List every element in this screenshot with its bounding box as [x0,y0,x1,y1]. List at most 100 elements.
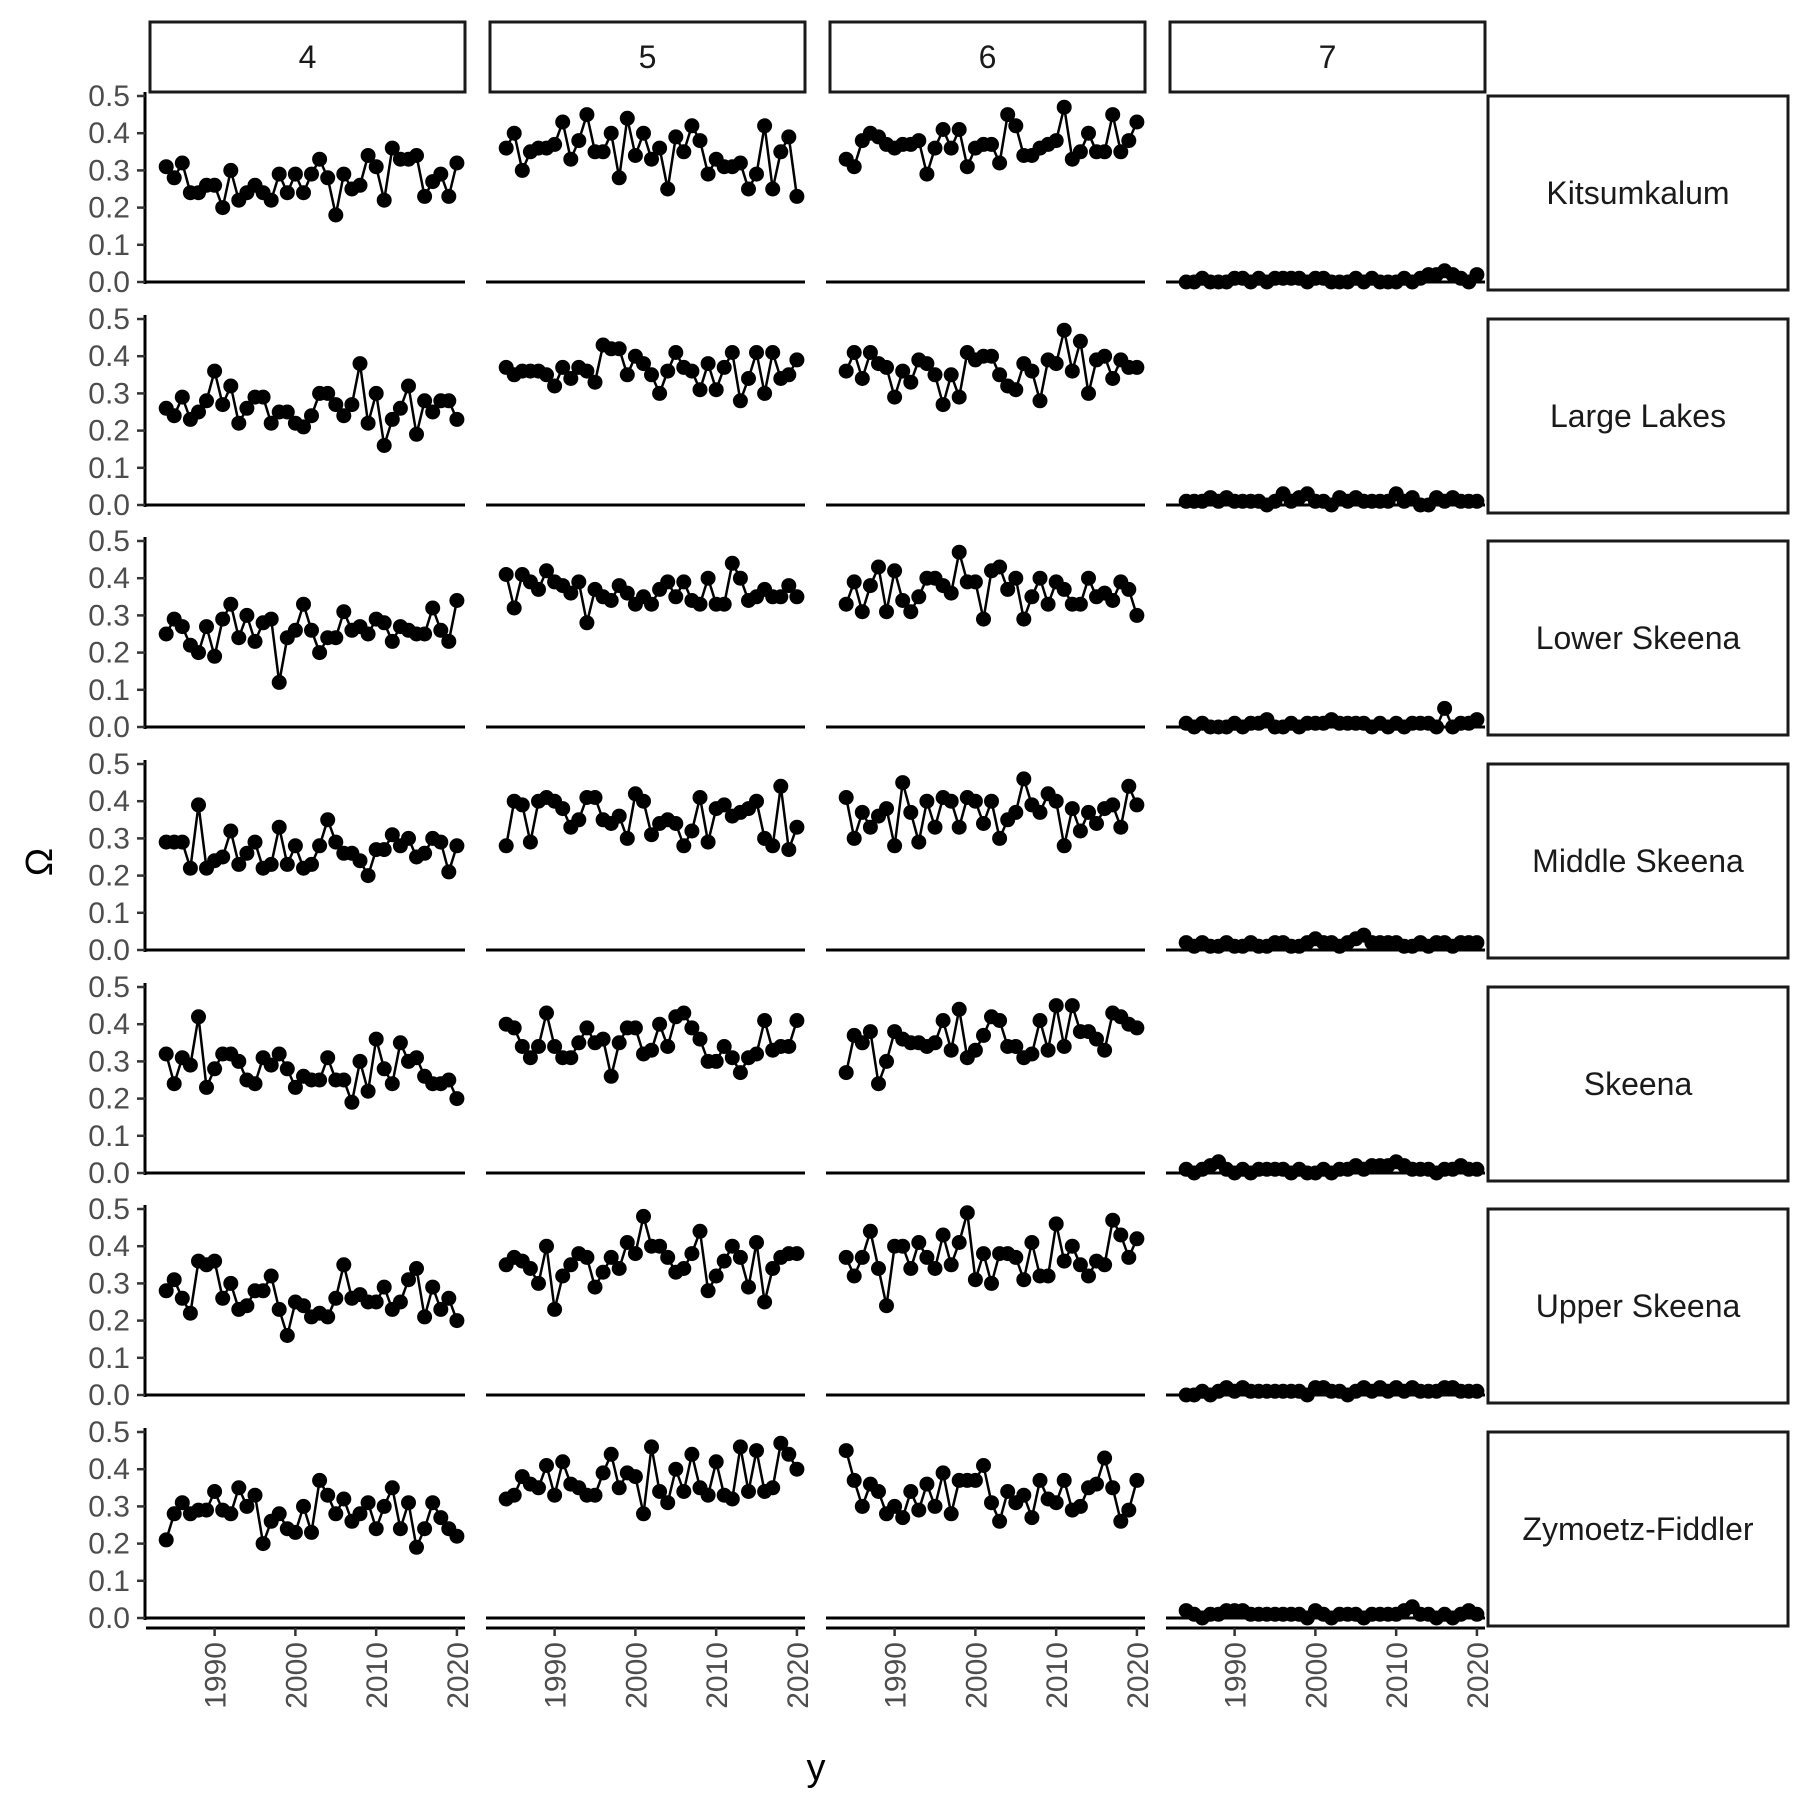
data-point [368,1031,384,1047]
data-point [376,615,392,631]
data-point [765,838,781,854]
data-point [749,793,764,809]
data-point [1072,1498,1088,1514]
row-strip-label: Upper Skeena [1536,1288,1741,1324]
y-tick-label: 0.3 [88,1045,130,1078]
data-point [441,188,457,204]
data-point [1048,1216,1064,1232]
data-point [595,1031,611,1047]
data-point [409,1050,424,1066]
data-point [555,359,571,375]
data-point [732,393,748,409]
y-tick-label: 0.4 [88,340,130,373]
data-point [1072,823,1088,839]
data-point [668,1461,684,1477]
data-point [773,1435,789,1451]
data-point [1097,144,1113,160]
y-tick-label: 0.0 [88,934,130,967]
y-tick-label: 0.1 [88,1120,130,1153]
data-point [781,367,797,383]
data-point [498,838,514,854]
data-point [611,170,627,186]
y-tick-label: 0.2 [88,1528,130,1561]
data-point [1000,1484,1016,1499]
data-point [1064,801,1080,817]
data-point [741,1279,756,1295]
data-point [1040,1268,1056,1284]
data-point [644,827,659,843]
y-tick-label: 0.0 [88,1602,130,1635]
data-point [571,1035,587,1051]
data-point [417,1521,433,1537]
column-strip-7 [1168,20,1487,94]
data-point [441,1290,457,1306]
data-point [279,1061,295,1077]
data-point [1121,1502,1137,1518]
y-tick-label: 0.5 [88,1193,130,1226]
y-tick-label: 0.0 [88,711,130,744]
data-point [871,1484,886,1499]
data-point [1008,1039,1024,1054]
data-point [514,1039,530,1054]
data-point [935,397,951,413]
data-point [773,144,789,160]
data-point [279,404,295,420]
data-point [1000,107,1016,123]
column-strip-label: 7 [1319,39,1337,75]
data-point [611,341,627,357]
data-point [433,1301,449,1317]
data-point [919,793,935,809]
data-point [174,155,190,171]
data-point [652,1016,668,1032]
data-point [919,166,935,182]
data-point [716,1039,732,1054]
y-tick-label: 0.2 [88,637,130,670]
data-point [724,1238,740,1254]
data-point [700,1487,716,1503]
x-tick-label: 2020 [1462,1642,1495,1709]
y-tick-label: 0.2 [88,1305,130,1338]
data-point [935,1013,951,1028]
y-tick-label: 0.4 [88,1230,130,1263]
data-point [716,596,732,612]
y-tick-label: 0.3 [88,154,130,187]
data-point [409,148,424,163]
panel-lower-skeena-6 [838,544,1145,627]
data-point [368,1521,384,1537]
data-point [1016,1272,1032,1288]
data-point [498,140,514,156]
y-tick-label: 0.5 [88,525,130,558]
data-point [992,559,1008,575]
data-point [603,1249,619,1265]
x-tick-label: 2000 [280,1642,313,1709]
data-point [199,619,214,635]
data-point [854,1249,870,1265]
data-point [789,188,805,204]
data-point [951,544,967,560]
data-point [384,633,400,649]
data-point [263,1057,279,1073]
data-point [1129,114,1145,130]
data-point [352,356,368,372]
data-point [854,604,870,620]
data-point [547,1301,563,1317]
data-point [401,1272,416,1288]
data-point [862,578,878,594]
data-point [700,570,716,586]
data-point [984,1495,999,1511]
data-point [199,1079,214,1095]
column-strip-4 [148,20,467,94]
data-point [984,1275,999,1291]
y-tick-label: 0.5 [88,971,130,1004]
row-strip-lower-skeena [1486,539,1790,737]
data-point [1008,1249,1024,1265]
data-point [247,1076,263,1092]
data-point [239,1498,255,1514]
data-point [579,363,595,379]
x-tick-label: 2010 [701,1642,734,1709]
data-point [1024,589,1040,605]
data-point [1097,348,1113,364]
data-point [207,1061,223,1077]
y-tick-label: 0.1 [88,1342,130,1375]
